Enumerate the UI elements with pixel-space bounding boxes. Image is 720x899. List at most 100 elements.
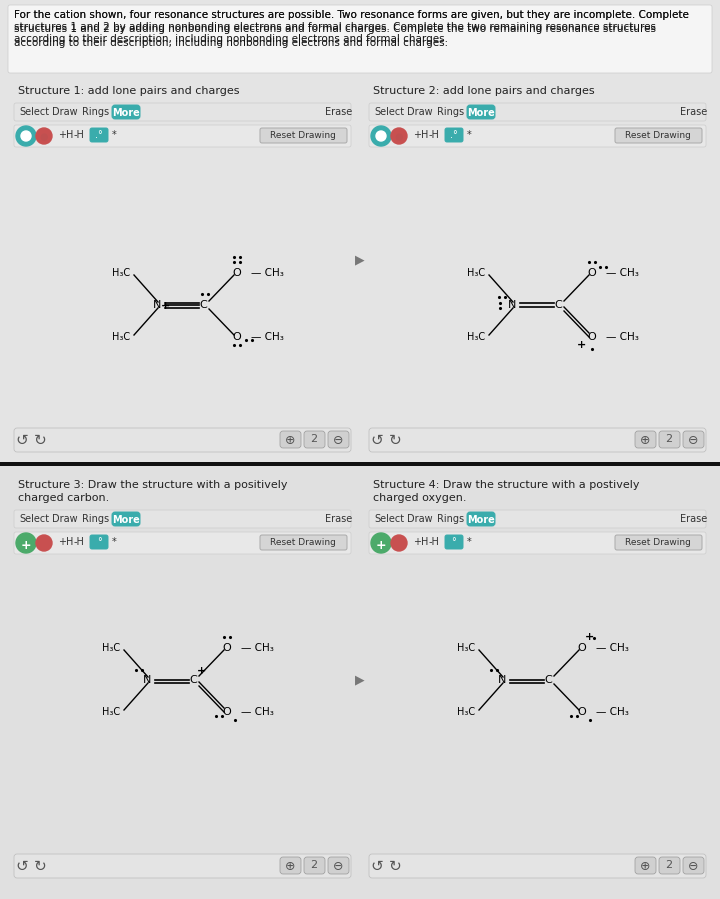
- Text: 2: 2: [665, 434, 672, 444]
- FancyBboxPatch shape: [659, 431, 680, 448]
- Circle shape: [16, 126, 36, 146]
- FancyBboxPatch shape: [280, 857, 301, 874]
- Text: +H: +H: [413, 130, 428, 140]
- Text: H₃C: H₃C: [457, 643, 475, 653]
- Text: +H: +H: [58, 537, 73, 547]
- Text: More: More: [467, 515, 495, 525]
- Text: ↺: ↺: [16, 859, 28, 874]
- FancyBboxPatch shape: [467, 105, 495, 119]
- Text: More: More: [467, 108, 495, 118]
- Circle shape: [371, 126, 391, 146]
- FancyBboxPatch shape: [112, 105, 140, 119]
- Text: ●: ●: [40, 132, 48, 142]
- Text: charged oxygen.: charged oxygen.: [373, 493, 467, 503]
- Text: *: *: [112, 537, 117, 547]
- FancyBboxPatch shape: [467, 512, 495, 526]
- Text: Rings: Rings: [437, 107, 464, 117]
- Text: O: O: [588, 268, 596, 278]
- Text: -H: -H: [429, 537, 440, 547]
- Text: Rings: Rings: [82, 514, 109, 524]
- Text: For the cation shown, four resonance structures are possible. Two resonance form: For the cation shown, four resonance str…: [14, 10, 689, 20]
- Text: Structure 3: Draw the structure with a positively: Structure 3: Draw the structure with a p…: [18, 480, 287, 490]
- Text: Select: Select: [19, 107, 49, 117]
- Text: Erase: Erase: [680, 514, 707, 524]
- FancyBboxPatch shape: [369, 103, 706, 121]
- Text: Erase: Erase: [680, 107, 707, 117]
- FancyBboxPatch shape: [369, 532, 706, 554]
- FancyBboxPatch shape: [304, 857, 325, 874]
- Bar: [0, 0, 720, 464]
- Text: ▶: ▶: [355, 254, 365, 266]
- FancyBboxPatch shape: [635, 857, 656, 874]
- Circle shape: [371, 533, 391, 553]
- Text: — CH₃: — CH₃: [606, 332, 639, 342]
- Text: +: +: [161, 301, 171, 311]
- Text: More: More: [112, 108, 140, 118]
- Text: H₃C: H₃C: [102, 643, 120, 653]
- FancyBboxPatch shape: [10, 78, 355, 456]
- Text: O: O: [222, 707, 231, 717]
- Text: For the cation shown, four resonance structures are possible. Two resonance form: For the cation shown, four resonance str…: [14, 10, 689, 20]
- Text: H₃C: H₃C: [112, 268, 130, 278]
- Text: — CH₃: — CH₃: [241, 707, 274, 717]
- Text: N: N: [498, 675, 506, 685]
- Text: ↻: ↻: [389, 433, 401, 448]
- Text: Reset Drawing: Reset Drawing: [270, 131, 336, 140]
- FancyBboxPatch shape: [365, 78, 710, 456]
- FancyBboxPatch shape: [328, 431, 349, 448]
- Text: Structure 4: Draw the structure with a postively: Structure 4: Draw the structure with a p…: [373, 480, 639, 490]
- Text: Select: Select: [19, 514, 49, 524]
- Text: ▶: ▶: [355, 673, 365, 687]
- Text: Select: Select: [374, 514, 404, 524]
- Text: ↺: ↺: [16, 433, 28, 448]
- Text: H₃C: H₃C: [102, 707, 120, 717]
- FancyBboxPatch shape: [112, 512, 140, 526]
- FancyBboxPatch shape: [365, 472, 710, 882]
- Text: H₃C: H₃C: [467, 332, 485, 342]
- FancyBboxPatch shape: [615, 128, 702, 143]
- Text: +H: +H: [58, 130, 73, 140]
- Text: Erase: Erase: [325, 514, 352, 524]
- Circle shape: [36, 128, 52, 144]
- Text: ↺: ↺: [371, 433, 383, 448]
- FancyBboxPatch shape: [683, 857, 704, 874]
- Text: N: N: [508, 300, 516, 310]
- Text: ⊖: ⊖: [688, 860, 698, 873]
- Text: H₃C: H₃C: [457, 707, 475, 717]
- Text: structures 1 and 2 by adding nonbonding electrons and formal charges. Complete t: structures 1 and 2 by adding nonbonding …: [14, 24, 656, 34]
- FancyBboxPatch shape: [445, 535, 463, 549]
- Text: Draw: Draw: [407, 107, 433, 117]
- Text: ⊕: ⊕: [284, 860, 295, 873]
- Text: *: *: [467, 130, 472, 140]
- Text: Reset Drawing: Reset Drawing: [625, 538, 691, 547]
- Circle shape: [391, 535, 407, 551]
- Text: -H: -H: [74, 130, 85, 140]
- FancyBboxPatch shape: [260, 535, 347, 550]
- FancyBboxPatch shape: [14, 854, 351, 878]
- Text: ↻: ↻: [389, 859, 401, 874]
- Text: ⊕: ⊕: [640, 434, 650, 447]
- Text: N: N: [153, 300, 161, 310]
- Text: Erase: Erase: [325, 107, 352, 117]
- Text: Structure 1: add lone pairs and charges: Structure 1: add lone pairs and charges: [18, 86, 240, 96]
- FancyBboxPatch shape: [8, 5, 712, 73]
- Text: Select: Select: [374, 107, 404, 117]
- Text: *: *: [467, 537, 472, 547]
- Text: — CH₃: — CH₃: [606, 268, 639, 278]
- FancyBboxPatch shape: [280, 431, 301, 448]
- Text: H₃C: H₃C: [112, 332, 130, 342]
- Text: structures 1 and 2 by adding nonbonding electrons and formal charges. Complete t: structures 1 and 2 by adding nonbonding …: [14, 22, 656, 32]
- Text: ↺: ↺: [371, 859, 383, 874]
- Text: according to their description, including nonbonding electrons and formal charge: according to their description, includin…: [14, 34, 448, 44]
- Text: C: C: [199, 300, 207, 310]
- FancyBboxPatch shape: [615, 535, 702, 550]
- Text: More: More: [112, 515, 140, 525]
- Text: O: O: [233, 332, 241, 342]
- FancyBboxPatch shape: [14, 532, 351, 554]
- Text: +: +: [577, 340, 587, 350]
- Text: 2: 2: [665, 860, 672, 870]
- Text: .°: .°: [450, 130, 458, 140]
- Text: °: °: [451, 537, 456, 547]
- Text: — CH₃: — CH₃: [251, 268, 284, 278]
- Text: Rings: Rings: [82, 107, 109, 117]
